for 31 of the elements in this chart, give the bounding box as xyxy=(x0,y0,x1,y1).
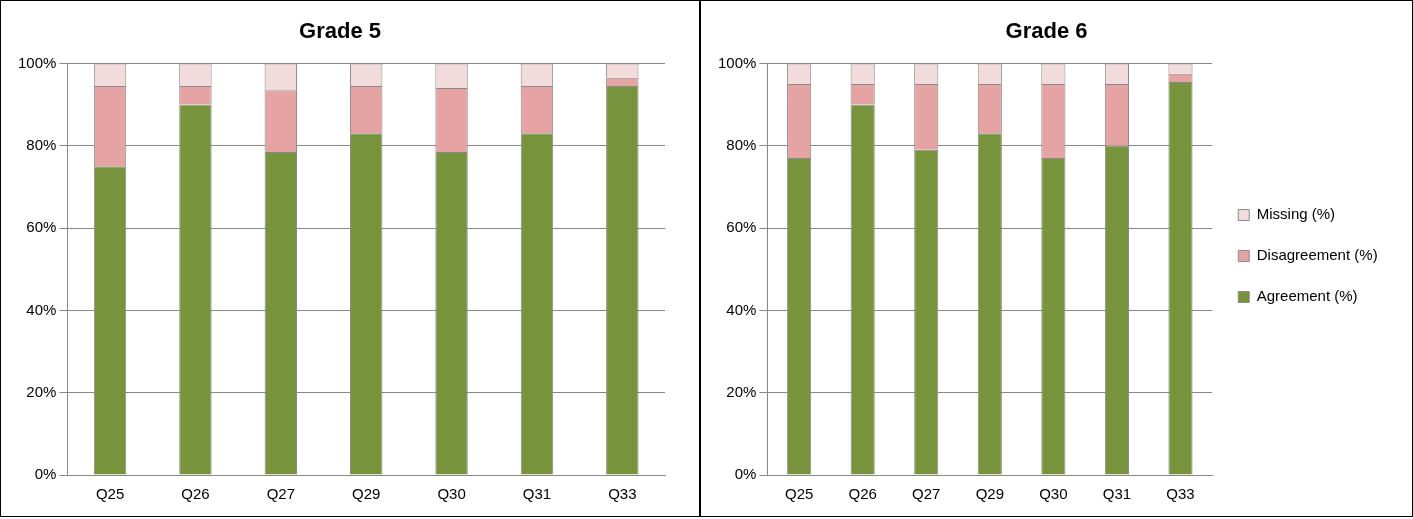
x-tick-label: Q26 xyxy=(848,485,877,503)
chart-title: Grade 6 xyxy=(1005,18,1088,44)
chart-title: Grade 5 xyxy=(299,18,381,44)
x-tick-label: Q33 xyxy=(1166,485,1195,503)
legend-label: Agreement (%) xyxy=(1256,287,1358,305)
y-tick-label: 80% xyxy=(726,135,757,153)
y-tick-label: 0% xyxy=(34,465,57,483)
x-tick-label: Q27 xyxy=(266,485,295,503)
y-tick-label: 20% xyxy=(26,382,57,400)
y-tick-label: 100% xyxy=(717,53,757,71)
x-tick-label: Q25 xyxy=(784,485,814,503)
y-tick-label: 40% xyxy=(26,300,57,318)
x-tick-label: Q27 xyxy=(912,485,941,503)
x-tick-label: Q29 xyxy=(352,485,381,503)
legend-label: Missing (%) xyxy=(1256,205,1336,223)
legend-label: Disagreement (%) xyxy=(1256,246,1378,264)
y-tick-label: 60% xyxy=(726,218,757,236)
y-tick-label: 80% xyxy=(26,135,57,153)
x-tick-label: Q30 xyxy=(437,485,466,503)
x-tick-label: Q31 xyxy=(1102,485,1132,503)
y-tick-label: 0% xyxy=(734,465,757,483)
x-tick-label: Q26 xyxy=(181,485,210,503)
x-tick-label: Q25 xyxy=(95,485,125,503)
y-tick-label: 100% xyxy=(17,53,57,71)
x-tick-label: Q30 xyxy=(1039,485,1068,503)
x-tick-label: Q31 xyxy=(522,485,552,503)
y-tick-label: 60% xyxy=(26,218,57,236)
x-tick-label: Q29 xyxy=(975,485,1004,503)
y-tick-label: 20% xyxy=(726,382,757,400)
x-tick-label: Q33 xyxy=(608,485,637,503)
y-tick-label: 40% xyxy=(726,300,757,318)
